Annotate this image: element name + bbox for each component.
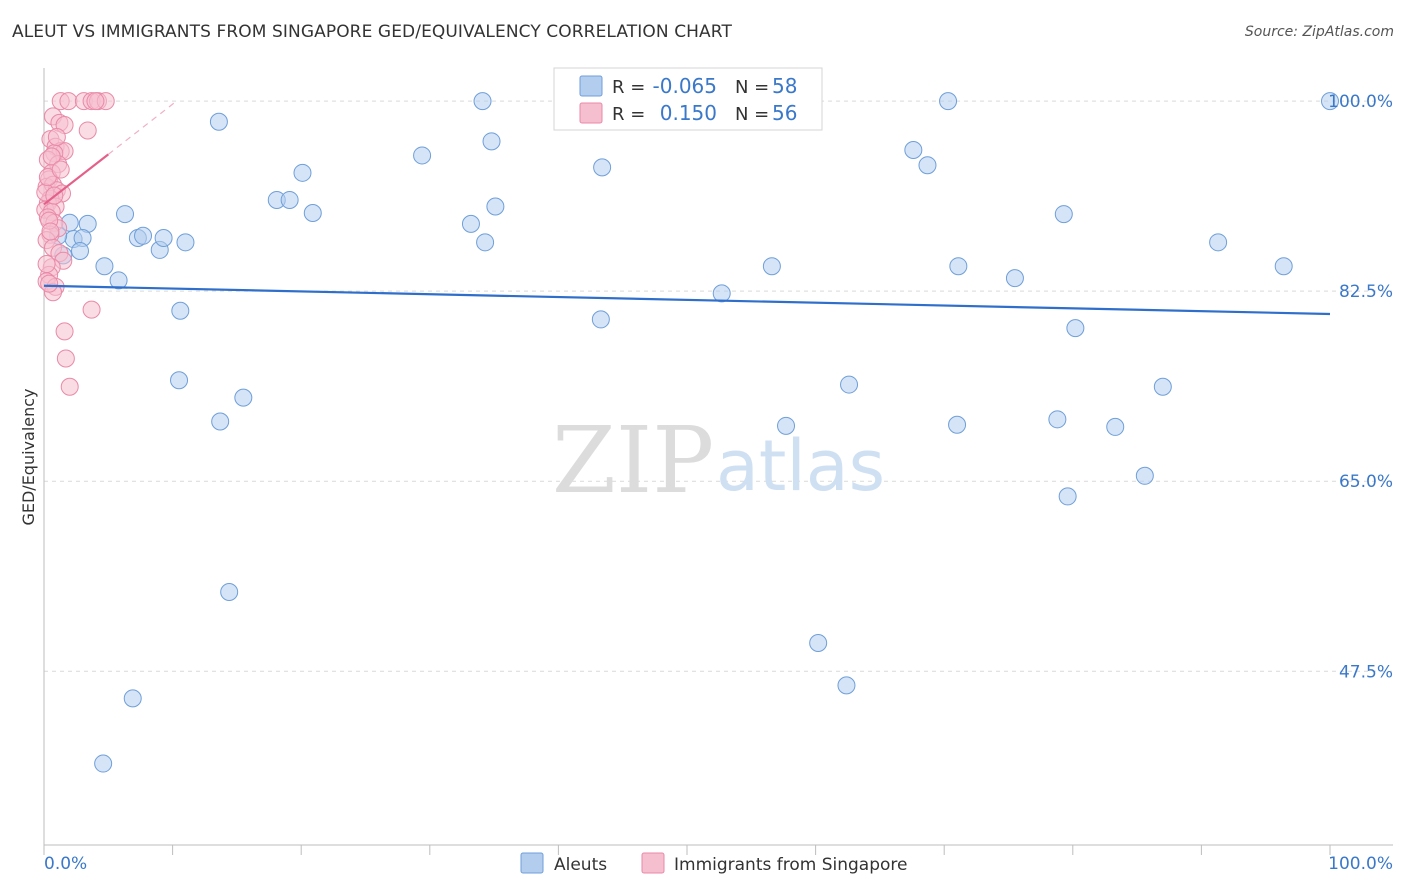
aleuts-point-45: [949, 257, 968, 276]
singapore-point-49: [42, 147, 61, 166]
series-legend-swatch-singapore: [641, 852, 665, 874]
aleuts-point-27: [413, 146, 432, 165]
aleuts-point-22: [94, 754, 113, 773]
aleuts-points: [49, 92, 1339, 773]
singapore-point-6: [86, 92, 105, 111]
aleuts-point-29: [476, 233, 495, 252]
aleuts-point-14: [176, 233, 195, 252]
legend-n-value-aleuts: 58: [772, 74, 797, 98]
singapore-point-42: [82, 300, 101, 319]
singapore-point-51: [37, 255, 56, 274]
y-tick-labels: 47.5% 65.0% 82.5% 100.0%: [1328, 92, 1393, 682]
aleuts-point-7: [95, 257, 114, 276]
singapore-point-10: [78, 121, 97, 140]
aleuts-point-34: [591, 310, 610, 329]
watermark-zip: ZIP: [552, 407, 714, 514]
x-tick-label-min: 0.0%: [44, 854, 87, 874]
watermark-atlas: atlas: [716, 425, 885, 507]
aleuts-point-57: [1321, 92, 1339, 111]
series-legend-label-singapore: Immigrants from Singapore: [674, 855, 907, 875]
y-tick-label-0: 47.5%: [1339, 662, 1393, 682]
aleuts-point-6: [71, 242, 90, 261]
aleuts-point-11: [134, 226, 153, 245]
aleuts-point-31: [482, 132, 501, 151]
aleuts-point-32: [486, 197, 505, 216]
aleuts-point-8: [109, 271, 128, 290]
aleuts-point-9: [116, 205, 135, 224]
series-legend-label-aleuts: Aleuts: [554, 855, 607, 875]
aleuts-point-44: [939, 92, 958, 111]
aleuts-point-25: [293, 163, 312, 182]
aleuts-point-39: [809, 634, 828, 653]
aleuts-point-55: [1209, 233, 1228, 252]
series-legend: Aleuts Immigrants from Singapore: [520, 852, 907, 875]
singapore-point-45: [60, 377, 79, 396]
correlation-legend: R = -0.065 N = 58 R = 0.150 N = 56: [553, 67, 823, 131]
legend-r-value-aleuts: -0.065: [653, 74, 717, 98]
series-legend-swatch-aleuts: [520, 852, 544, 874]
singapore-point-54: [41, 222, 60, 241]
legend-swatch-aleuts: [579, 75, 603, 97]
legend-n-value-singapore: 56: [772, 101, 797, 125]
aleuts-point-51: [1066, 319, 1085, 338]
aleuts-point-50: [1058, 487, 1077, 506]
singapore-point-44: [56, 349, 75, 368]
aleuts-point-47: [1005, 269, 1024, 288]
x-tick-label-max: 100.0%: [1328, 854, 1393, 874]
aleuts-point-53: [1135, 466, 1154, 485]
singapore-points: [36, 92, 115, 396]
aleuts-point-48: [1048, 410, 1067, 429]
legend-r-label-aleuts: R =: [612, 77, 645, 98]
aleuts-point-26: [303, 203, 322, 222]
singapore-trend-line: [43, 153, 109, 206]
trend-lines: [43, 100, 1331, 316]
aleuts-point-56: [1274, 257, 1293, 276]
legend-n-label-singapore: N =: [735, 104, 769, 125]
singapore-point-52: [51, 160, 70, 179]
aleuts-point-40: [837, 676, 856, 695]
aleuts-point-18: [211, 412, 230, 431]
y-axis-title: GED/Equivalency: [19, 388, 38, 525]
aleuts-point-20: [220, 582, 239, 601]
legend-swatch-singapore: [579, 102, 603, 124]
y-tick-label-1: 65.0%: [1339, 472, 1393, 492]
aleuts-point-37: [762, 257, 781, 276]
aleuts-point-43: [918, 156, 937, 175]
aleuts-point-24: [280, 190, 299, 209]
chart-title: ALEUT VS IMMIGRANTS FROM SINGAPORE GED/E…: [12, 22, 732, 42]
y-tick-label-2: 82.5%: [1339, 282, 1393, 302]
aleuts-point-21: [123, 689, 142, 708]
singapore-point-50: [47, 127, 66, 146]
aleuts-point-19: [234, 388, 253, 407]
aleuts-point-42: [904, 141, 923, 160]
aleuts-point-52: [1106, 417, 1125, 436]
aleuts-point-28: [461, 214, 480, 233]
singapore-trend-extension: [107, 100, 177, 155]
aleuts-point-17: [209, 112, 228, 131]
legend-r-value-singapore: 0.150: [660, 101, 717, 125]
aleuts-point-36: [712, 284, 731, 303]
aleuts-point-46: [948, 415, 967, 434]
aleuts-point-16: [170, 371, 189, 390]
aleuts-point-54: [1153, 377, 1172, 396]
aleuts-point-49: [1054, 205, 1073, 224]
aleuts-point-38: [777, 416, 796, 435]
aleuts-point-30: [473, 92, 492, 111]
legend-r-label-singapore: R =: [612, 104, 645, 125]
aleuts-point-41: [840, 375, 859, 394]
singapore-point-43: [55, 322, 74, 341]
legend-n-label-aleuts: N =: [735, 77, 769, 98]
singapore-point-55: [40, 274, 59, 293]
y-tick-label-3: 100.0%: [1328, 92, 1393, 112]
source-label: Source: ZipAtlas.com: [1244, 24, 1394, 40]
singapore-point-1: [59, 92, 78, 111]
grid-lines: [44, 100, 1393, 672]
aleuts-point-13: [154, 228, 173, 247]
aleuts-point-33: [593, 158, 612, 177]
aleuts-trend-line: [43, 284, 1331, 316]
aleuts-point-15: [171, 301, 190, 320]
